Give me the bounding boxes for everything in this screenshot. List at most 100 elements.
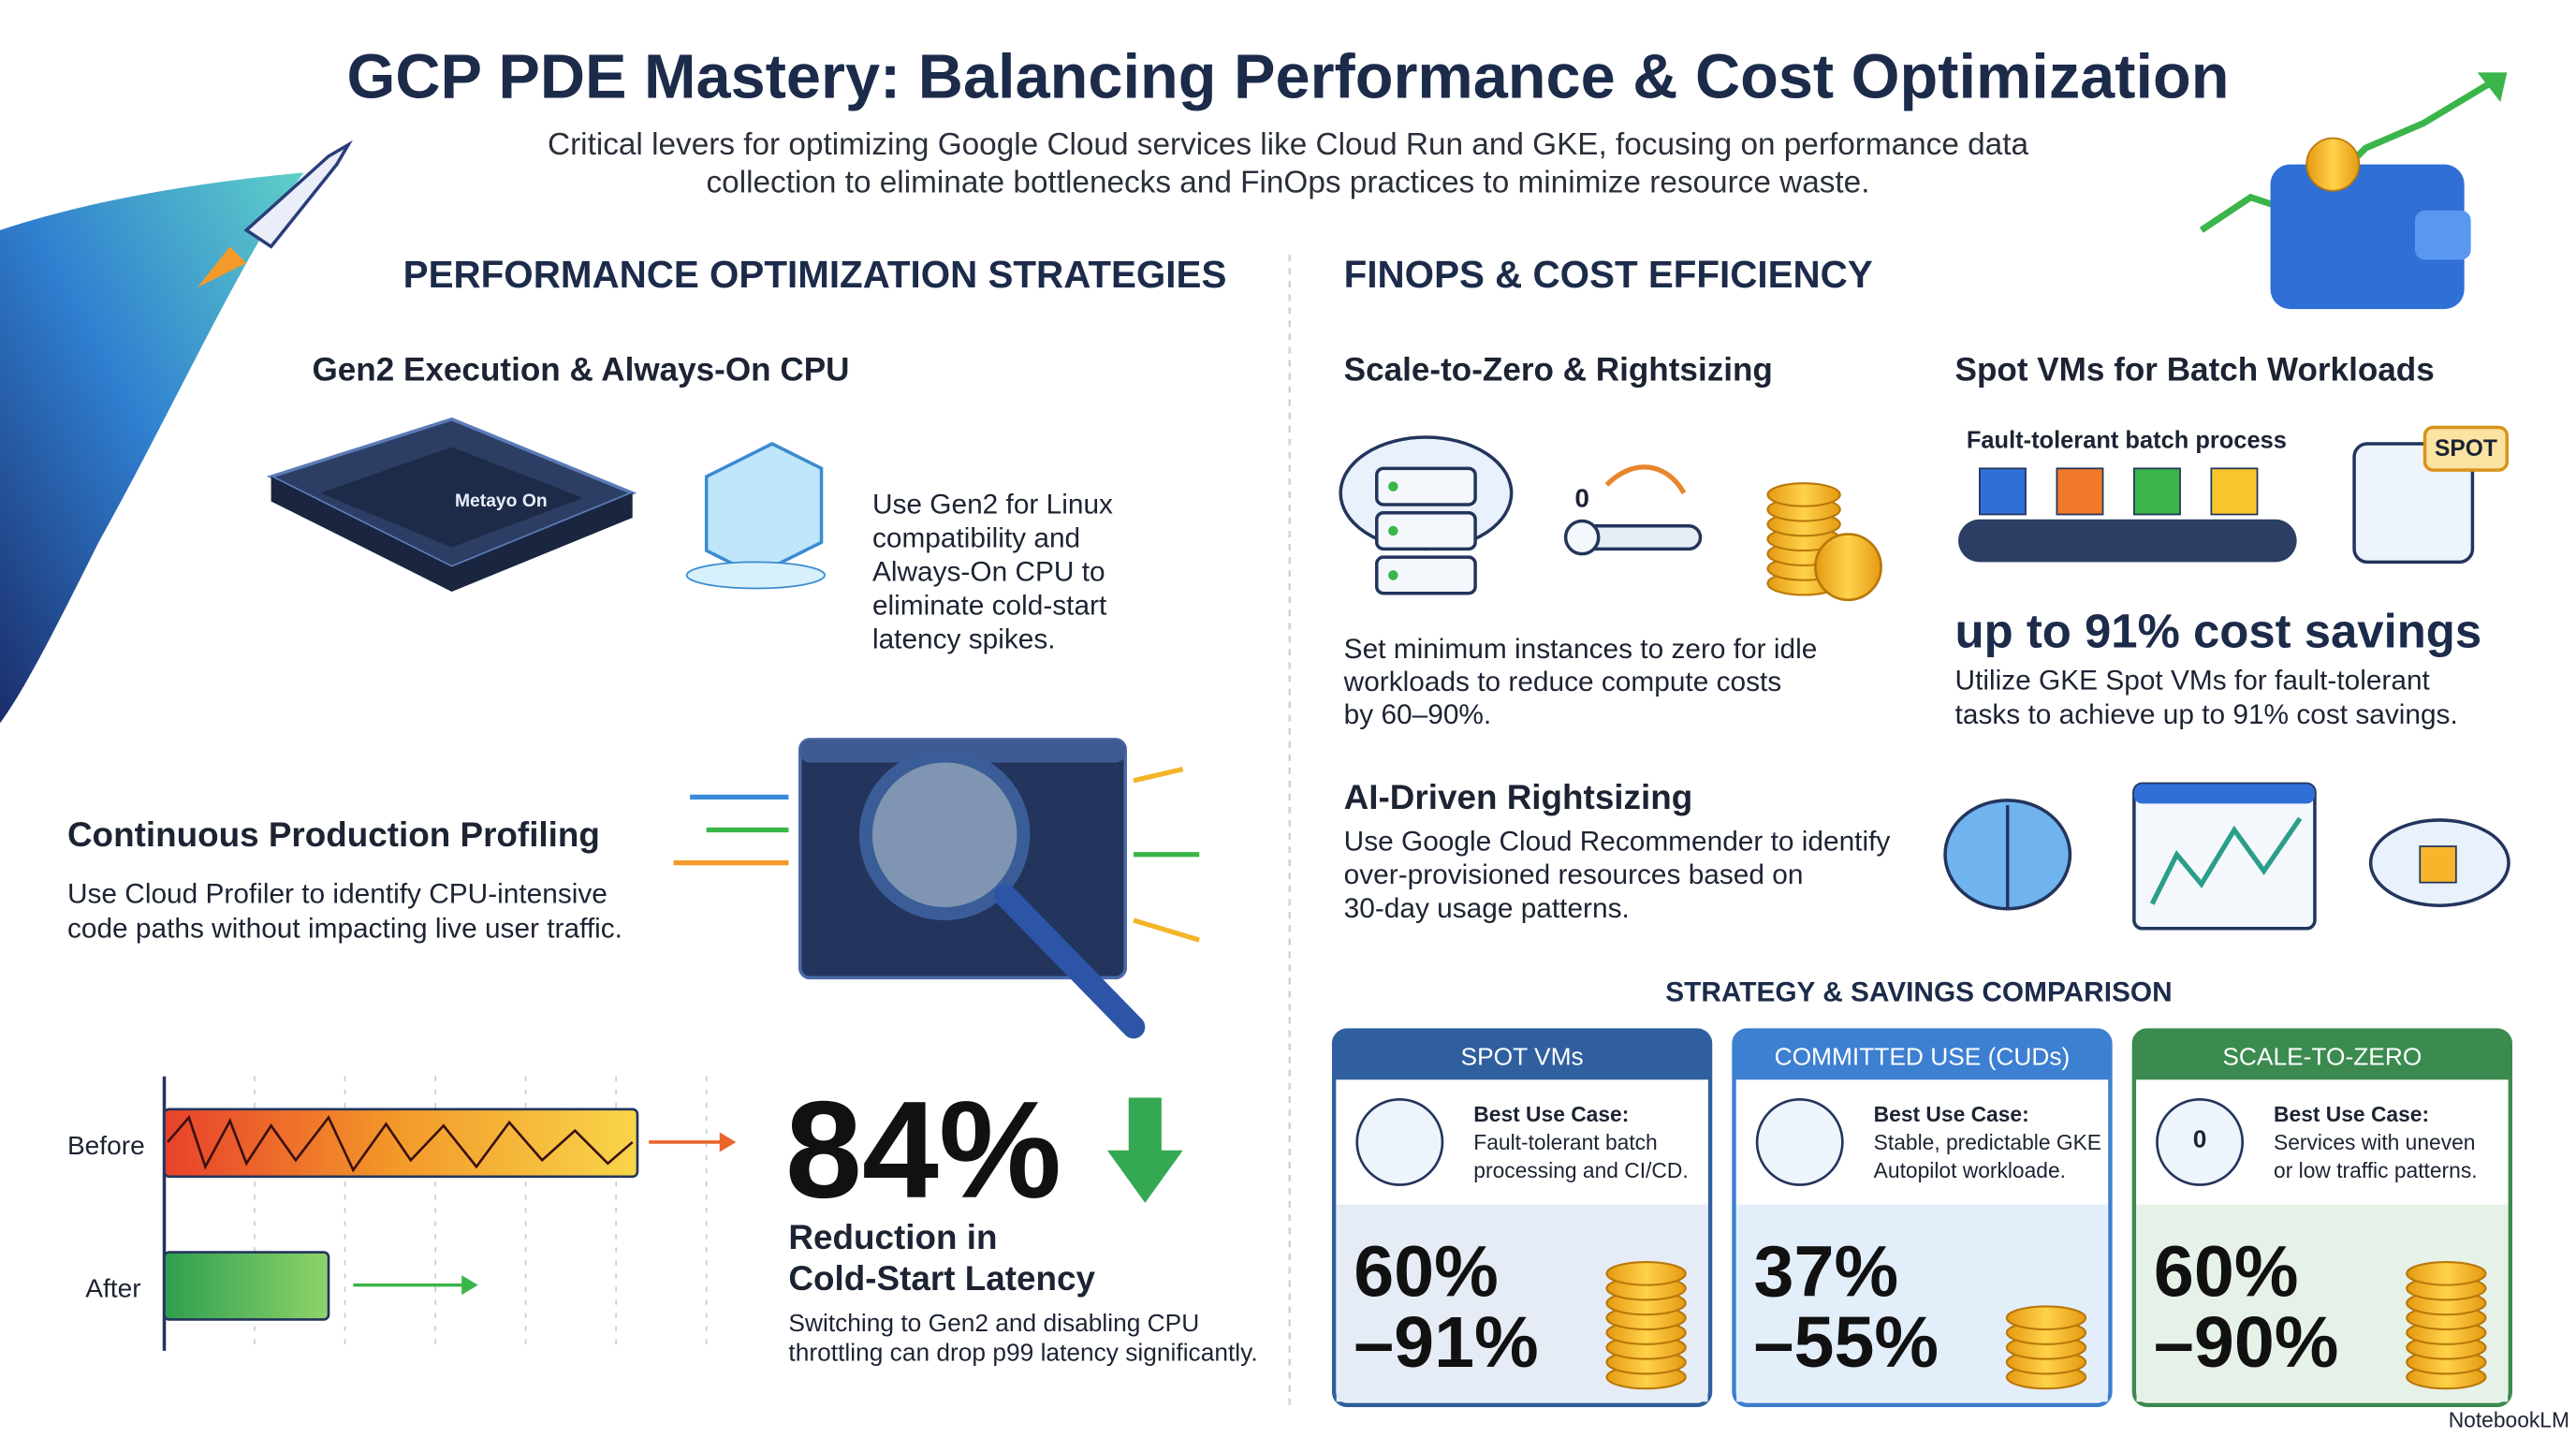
footer-brand: NotebookLM — [2449, 1408, 2569, 1432]
server-illustration — [1339, 435, 1514, 595]
batch-box — [2133, 467, 2181, 516]
rocket-flame — [197, 246, 247, 288]
batch-box — [2210, 467, 2259, 516]
conveyor-belt — [1958, 519, 2297, 563]
growth-arrow-head — [2477, 72, 2508, 102]
diagram-label: Fault-tolerant batch process — [1967, 428, 2287, 454]
coin-face — [1814, 533, 1882, 602]
chip-illustration — [266, 417, 637, 592]
card-title: SCALE-TO-ZERO — [2222, 1043, 2422, 1071]
ice-body — [704, 442, 824, 578]
icon-label: 0 — [2193, 1124, 2207, 1152]
use-label: Best Use Case: — [1874, 1102, 2029, 1126]
ice-cube — [685, 442, 826, 590]
savings-range: –90% — [2154, 1302, 2339, 1383]
stat-caption: Cold-Start Latency — [788, 1259, 1095, 1298]
big-stat: up to 91% cost savings — [1955, 605, 2482, 658]
section-heading: PERFORMANCE OPTIMIZATION STRATEGIES — [403, 253, 1227, 296]
coin — [1766, 482, 1841, 507]
block-text: Use Google Cloud Recommender to identify — [1344, 826, 1891, 857]
use-text: Fault-tolerant batch — [1473, 1130, 1657, 1154]
card-icon — [1755, 1097, 1844, 1186]
chart-window-bar — [2133, 784, 2315, 804]
use-label: Best Use Case: — [1473, 1102, 1629, 1126]
savings-range: 60% — [1354, 1232, 1499, 1313]
batch-box — [1979, 467, 2027, 516]
server-led — [1388, 525, 1398, 536]
block-title: Continuous Production Profiling — [67, 815, 600, 854]
block-text: 30-day usage patterns. — [1344, 893, 1630, 924]
before-arrow-head — [719, 1132, 737, 1152]
block-text: throttling can drop p99 latency signific… — [788, 1339, 1257, 1367]
big-stat: 84% — [785, 1074, 1061, 1227]
coin — [1605, 1261, 1687, 1286]
block-text: Always-On CPU to — [872, 556, 1105, 587]
subtitle: Critical levers for optimizing Google Cl… — [548, 127, 2028, 162]
magnifier-handle — [993, 884, 1146, 1039]
card-header — [1334, 1030, 1711, 1080]
block-text: by 60–90%. — [1344, 699, 1492, 730]
ice-puddle — [685, 561, 826, 590]
batch-box — [2056, 467, 2104, 516]
wallet — [2270, 164, 2465, 310]
magnifier-lens — [858, 749, 1031, 920]
slider-arrow — [1604, 464, 1687, 495]
block-title: Spot VMs for Batch Workloads — [1955, 352, 2435, 389]
chart-line — [2149, 816, 2303, 905]
use-text: processing and CI/CD. — [1473, 1158, 1688, 1182]
card-header — [2133, 1030, 2510, 1080]
block-text: compatibility and — [872, 522, 1080, 553]
chip-side — [271, 477, 633, 592]
block-text: Set minimum instances to zero for idle — [1344, 634, 1818, 665]
card-icon — [2156, 1097, 2245, 1186]
card-title: SPOT VMs — [1461, 1043, 1584, 1071]
bar-label: After — [85, 1274, 140, 1303]
coin — [2406, 1261, 2487, 1286]
card-header — [1734, 1030, 2111, 1080]
block-text: code paths without impacting live user t… — [67, 913, 622, 944]
stat-caption: Reduction in — [788, 1218, 997, 1256]
savings-range: –91% — [1354, 1302, 1539, 1383]
code-line — [1133, 917, 1200, 943]
after-arrow-head — [461, 1275, 478, 1296]
wallet-coin — [2305, 137, 2361, 192]
title: GCP PDE Mastery: Balancing Performance &… — [347, 43, 2230, 112]
chart-window — [2132, 782, 2317, 931]
savings-range: 60% — [2154, 1232, 2299, 1313]
savings-range: 37% — [1754, 1232, 1899, 1313]
savings-range: –55% — [1754, 1302, 1939, 1383]
server-unit — [1375, 555, 1477, 595]
before-wave — [167, 1115, 634, 1173]
wallet-clasp — [2415, 210, 2471, 260]
section-heading: FINOPS & COST EFFICIENCY — [1344, 253, 1873, 296]
server-unit — [1375, 466, 1477, 506]
code-window-bar — [799, 739, 1126, 763]
down-arrow — [1106, 1097, 1183, 1203]
before-bar — [163, 1108, 639, 1179]
use-text: Autopilot workloade. — [1874, 1158, 2066, 1182]
block-text: over-provisioned resources based on — [1344, 859, 1804, 890]
use-text: or low traffic patterns. — [2274, 1158, 2478, 1182]
profiler-illustration — [673, 738, 1200, 1039]
after-bar — [163, 1251, 330, 1321]
card-icon — [1355, 1097, 1444, 1186]
server-led — [1388, 570, 1398, 580]
cloud-box — [2419, 845, 2457, 884]
coin — [2005, 1305, 2087, 1331]
subtitle: collection to eliminate bottlenecks and … — [707, 165, 1870, 199]
block-text: latency spikes. — [872, 624, 1056, 654]
rocket — [243, 139, 353, 249]
chip-label: Metayo On — [455, 492, 548, 511]
block-title: Scale-to-Zero & Rightsizing — [1344, 352, 1773, 389]
card-title: COMMITTED USE (CUDs) — [1775, 1043, 2071, 1071]
use-text: Stable, predictable GKE — [1874, 1130, 2101, 1154]
block-text: workloads to reduce compute costs — [1343, 667, 1782, 697]
block-text: Use Cloud Profiler to identify CPU-inten… — [67, 878, 607, 909]
code-line — [1133, 766, 1184, 784]
badge-label: SPOT — [2435, 436, 2497, 462]
bar-label: Before — [67, 1131, 145, 1160]
block-text: eliminate cold-start — [872, 590, 1107, 621]
block-text: Utilize GKE Spot VMs for fault-tolerant — [1955, 665, 2431, 696]
